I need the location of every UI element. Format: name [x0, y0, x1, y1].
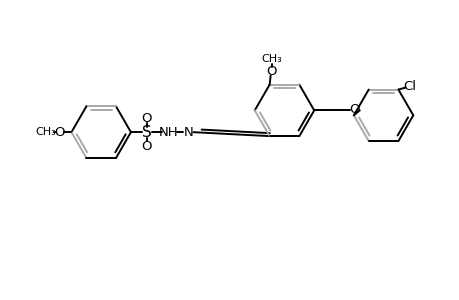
Text: O: O — [141, 140, 151, 152]
Text: CH₃: CH₃ — [261, 54, 281, 64]
Text: NH: NH — [158, 126, 178, 139]
Text: O: O — [141, 112, 151, 125]
Text: CH₃: CH₃ — [35, 127, 56, 137]
Text: O: O — [349, 103, 359, 116]
Text: S: S — [141, 125, 151, 140]
Text: O: O — [54, 126, 65, 139]
Text: N: N — [183, 126, 193, 139]
Text: Cl: Cl — [402, 80, 415, 93]
Text: O: O — [266, 65, 276, 78]
